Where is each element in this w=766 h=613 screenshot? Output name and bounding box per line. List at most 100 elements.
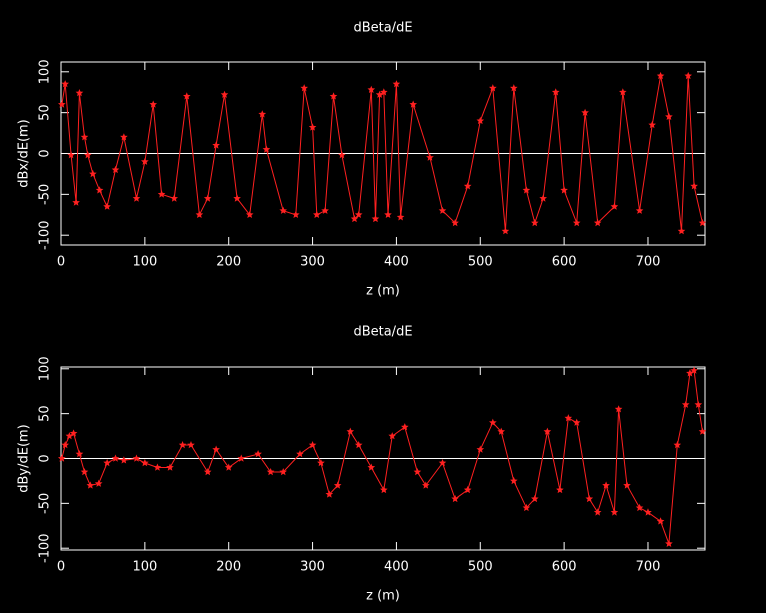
data-point [531, 218, 539, 227]
data-point [656, 71, 665, 80]
y-tick-label: -50 [38, 184, 53, 205]
data-point [510, 84, 518, 92]
data-point [262, 145, 271, 153]
data-point [75, 89, 84, 97]
data-point [153, 463, 162, 471]
data-point [489, 84, 497, 92]
data-point [350, 214, 359, 223]
data-point [438, 206, 447, 214]
data-point [656, 517, 665, 525]
data-point [354, 210, 363, 218]
data-point [610, 202, 619, 210]
y-tick-label: -50 [38, 493, 53, 514]
data-point [95, 186, 104, 194]
data-point [367, 463, 376, 471]
data-point [510, 476, 518, 485]
data-point [187, 441, 195, 449]
data-point [321, 206, 329, 214]
data-point [224, 463, 233, 471]
data-point [308, 123, 317, 131]
data-point [564, 414, 573, 422]
data-point [195, 210, 204, 218]
data-point [61, 441, 69, 449]
data-point [593, 218, 602, 227]
data-point [61, 80, 69, 88]
x-tick-label: 300 [300, 255, 325, 270]
data-point [380, 485, 388, 494]
data-point [141, 459, 149, 467]
data-line [61, 369, 703, 544]
x-tick-label: 400 [384, 560, 409, 575]
x-tick-label: 600 [552, 255, 577, 270]
data-point [694, 400, 703, 408]
data-point [698, 218, 707, 227]
data-point [329, 92, 338, 100]
data-point [132, 454, 141, 462]
data-point [58, 100, 66, 108]
x-tick-label: 700 [636, 255, 661, 270]
data-point [149, 100, 157, 108]
data-point [178, 441, 187, 449]
data-point [690, 182, 698, 190]
data-point [157, 190, 166, 198]
data-point [543, 427, 552, 435]
x-tick-label: 200 [216, 255, 241, 270]
data-point [665, 112, 673, 120]
data-point [80, 133, 89, 141]
data-point [170, 194, 178, 202]
data-point [86, 481, 95, 489]
y-tick-label: 100 [38, 356, 53, 381]
data-point [476, 445, 485, 453]
data-point [673, 441, 682, 449]
data-point [539, 194, 547, 202]
data-point [556, 485, 564, 494]
data-point [80, 468, 89, 476]
x-tick-label: 500 [468, 560, 493, 575]
data-point [451, 494, 459, 503]
x-tick-label: 100 [132, 255, 157, 270]
y-axis-label: dBy/dE(m) [17, 424, 32, 493]
data-point [103, 202, 111, 210]
data-point [463, 182, 472, 190]
data-point [463, 485, 472, 494]
data-point [313, 210, 321, 218]
x-tick-label: 600 [552, 560, 577, 575]
x-tick-label: 400 [384, 255, 409, 270]
data-point [619, 88, 627, 96]
data-point [648, 120, 656, 129]
data-point [677, 227, 686, 235]
data-point [183, 92, 191, 100]
data-point [476, 116, 485, 125]
data-point [384, 210, 392, 218]
data-point [375, 90, 384, 98]
x-tick-label: 100 [132, 560, 157, 575]
data-point [346, 427, 355, 435]
data-point [497, 427, 505, 435]
data-point [409, 100, 417, 108]
x-axis-label: z (m) [366, 284, 400, 299]
data-point [367, 85, 376, 93]
y-tick-label: 50 [38, 104, 53, 121]
data-point [635, 503, 644, 512]
data-point [245, 210, 254, 218]
data-point [67, 151, 75, 159]
data-point [489, 418, 497, 426]
data-point [354, 441, 363, 449]
chart-title: dBeta/dE [353, 21, 412, 36]
data-point [132, 194, 141, 202]
data-point [325, 490, 334, 498]
data-point [266, 468, 275, 476]
data-point [94, 479, 103, 487]
data-point [65, 432, 74, 440]
data-point [551, 88, 560, 96]
data-point [72, 198, 80, 206]
data-point [623, 481, 631, 489]
data-point [690, 366, 698, 374]
data-point [166, 463, 174, 471]
y-tick-label: 0 [38, 454, 53, 462]
y-tick-label: 100 [38, 59, 53, 84]
data-point [401, 423, 409, 431]
data-point [233, 194, 241, 202]
data-point [572, 218, 581, 227]
